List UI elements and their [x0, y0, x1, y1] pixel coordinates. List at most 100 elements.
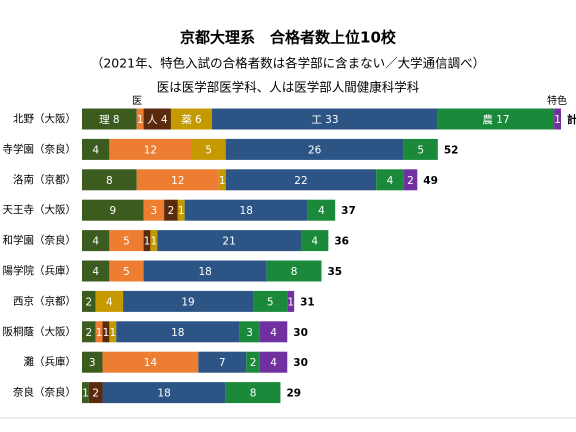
- bar-segment: [191, 138, 226, 160]
- bar-segment: [239, 321, 260, 343]
- value-label: 2: [250, 357, 257, 369]
- bar-segment: [82, 138, 110, 160]
- annotation: 特色: [547, 94, 567, 107]
- bar-segment: [109, 260, 144, 282]
- bar-segment: [143, 230, 151, 252]
- value-label: 工 33: [311, 114, 338, 126]
- bar-segment: [82, 290, 96, 312]
- bar-segment: [164, 199, 178, 221]
- value-label: 2: [85, 296, 92, 308]
- bar-segment: [403, 169, 418, 191]
- value-label: 薬 6: [181, 114, 202, 126]
- value-label: 18: [198, 266, 211, 278]
- category-label: 天王寺（大阪）: [3, 203, 77, 216]
- total-label: 29: [286, 388, 301, 400]
- bar-segment: [95, 321, 103, 343]
- total-label: 30: [293, 327, 308, 339]
- value-label: 1: [287, 296, 294, 308]
- bar-segment: [143, 260, 267, 282]
- bar-segment: [403, 138, 438, 160]
- bar-segment: [246, 351, 260, 373]
- bar-segment: [253, 290, 288, 312]
- bar-segment: [109, 321, 117, 343]
- total-label: 計: [567, 113, 576, 126]
- value-label: 9: [109, 205, 116, 217]
- value-label: 人 4: [147, 114, 168, 126]
- category-label: 洛南（京都）: [13, 173, 76, 186]
- bar-segment: [109, 230, 144, 252]
- bar-segment: [136, 169, 219, 191]
- annotation: 医: [132, 95, 142, 107]
- bar-segment: [82, 351, 103, 373]
- value-label: 4: [318, 205, 325, 217]
- category-label: 陽学院（兵庫）: [3, 264, 77, 277]
- bar-segment: [307, 199, 336, 221]
- value-label: 1: [219, 175, 226, 187]
- value-label: 3: [246, 327, 253, 339]
- chart-subtitle: （2021年、特色入試の合格者数は各学部に含まない／大学通信調べ）: [91, 56, 485, 71]
- bar-segment: [82, 108, 137, 130]
- value-label: 1: [144, 236, 151, 248]
- bar-segment: [82, 230, 110, 252]
- value-label: 8: [291, 266, 298, 278]
- bar-segment: [225, 382, 281, 404]
- value-label: 4: [92, 266, 99, 278]
- value-label: 5: [205, 144, 212, 156]
- bar-segment: [88, 382, 103, 404]
- value-label: 2: [168, 205, 175, 217]
- bar-segment: [82, 321, 96, 343]
- bar-segment: [143, 199, 165, 221]
- value-label: 19: [181, 296, 194, 308]
- value-label: 1: [151, 236, 158, 248]
- bar-segment: [259, 321, 288, 343]
- bar-segment: [225, 138, 404, 160]
- value-label: 1: [82, 388, 89, 400]
- value-label: 1: [103, 327, 110, 339]
- chart-note: 医は医学部医学科、人は医学部人間健康科学科: [157, 80, 420, 95]
- value-label: 7: [219, 357, 226, 369]
- value-label: 12: [171, 175, 184, 187]
- bar-segment: [259, 351, 288, 373]
- chart-title: 京都大理系 合格者数上位10校: [180, 29, 397, 47]
- bar-segment: [102, 351, 199, 373]
- value-label: 4: [270, 357, 277, 369]
- value-label: 4: [92, 144, 99, 156]
- bar-segment: [150, 230, 158, 252]
- category-label: 奈良（奈良）: [13, 386, 76, 399]
- bar-segment: [136, 108, 144, 130]
- bar-segment: [212, 108, 438, 130]
- bar-segment: [102, 382, 226, 404]
- bar-segment: [300, 230, 329, 252]
- value-label: 14: [144, 357, 158, 369]
- value-label: 3: [89, 357, 96, 369]
- bar-segment: [82, 169, 137, 191]
- value-label: 22: [294, 175, 307, 187]
- bar-segment: [95, 290, 124, 312]
- category-label: 寺学園（奈良）: [3, 142, 77, 155]
- category-label: 北野（大阪）: [13, 112, 76, 125]
- value-label: 1: [109, 327, 116, 339]
- value-label: 18: [157, 388, 170, 400]
- value-label: 12: [144, 144, 157, 156]
- value-label: 1: [178, 205, 185, 217]
- value-label: 4: [311, 236, 318, 248]
- value-label: 2: [85, 327, 92, 339]
- bar-segment: [143, 108, 171, 130]
- value-label: 5: [267, 296, 274, 308]
- category-label: 和学園（奈良）: [3, 234, 77, 247]
- bar-segment: [554, 108, 561, 130]
- bar-segment: [102, 321, 110, 343]
- total-label: 36: [334, 236, 349, 248]
- bar-segment: [116, 321, 240, 343]
- total-label: 30: [293, 357, 308, 369]
- category-label: 西京（京都）: [13, 294, 76, 307]
- value-label: 1: [554, 114, 561, 126]
- category-label: 阪桐蔭（大阪）: [3, 325, 77, 338]
- bar-segment: [198, 351, 247, 373]
- bar-segment: [123, 290, 254, 312]
- bar-segment: [218, 169, 226, 191]
- value-label: 5: [417, 144, 424, 156]
- bar-segment: [376, 169, 404, 191]
- value-label: 2: [92, 388, 99, 400]
